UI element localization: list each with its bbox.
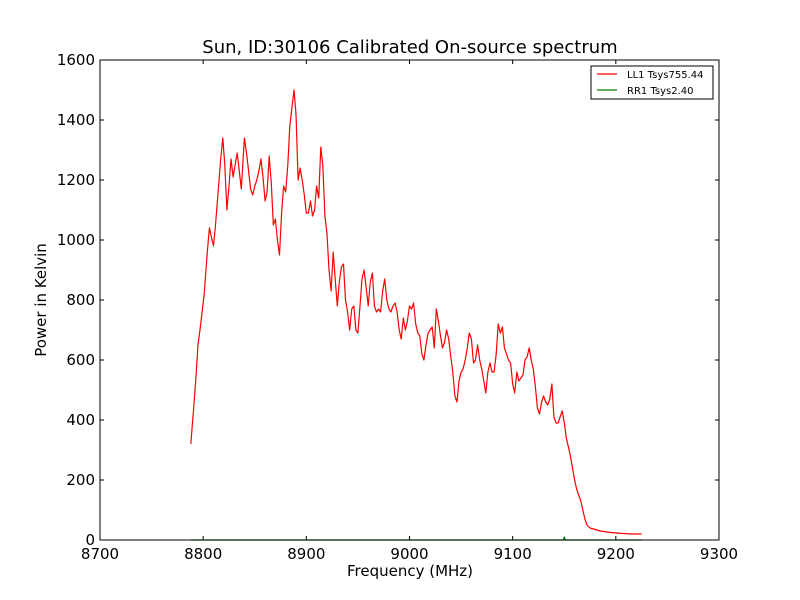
x-tick-label: 9200	[597, 545, 635, 563]
y-tick-label: 1000	[57, 231, 95, 249]
legend-label-rr1: RR1 Tsys2.40	[627, 86, 694, 97]
x-axis-title: Frequency (MHz)	[347, 562, 473, 580]
y-tick-label: 0	[85, 531, 95, 549]
y-tick-label: 400	[66, 411, 95, 429]
y-tick-label: 1400	[57, 111, 95, 129]
legend-label-ll1: LL1 Tsys755.44	[627, 70, 703, 81]
y-tick-label: 600	[66, 351, 95, 369]
x-tick-label: 9000	[390, 545, 428, 563]
y-tick-label: 1200	[57, 171, 95, 189]
plot-area	[100, 60, 719, 540]
y-tick-label: 800	[66, 291, 95, 309]
series-line-ll1	[190, 89, 642, 535]
axis-ticks: 8700 8800 8900 9000 9100 9200 9300 0 200 400 600 80…	[57, 51, 738, 563]
y-axis-title: Power in Kelvin	[32, 243, 50, 357]
x-tick-label: 8800	[184, 545, 222, 563]
x-tick-label: 9300	[700, 545, 738, 563]
legend-box	[590, 65, 714, 100]
plot-frame	[99, 59, 720, 541]
legend: LL1 Tsys755.44 RR1 Tsys2.40	[590, 65, 714, 100]
y-tick-label: 200	[66, 471, 95, 489]
x-tick-label: 8700	[81, 545, 119, 563]
x-tick-label: 9100	[494, 545, 532, 563]
x-tick-label: 8900	[287, 545, 325, 563]
y-tick-label: 1600	[57, 51, 95, 69]
chart-title: Sun, ID:30106 Calibrated On-source spect…	[202, 37, 617, 58]
